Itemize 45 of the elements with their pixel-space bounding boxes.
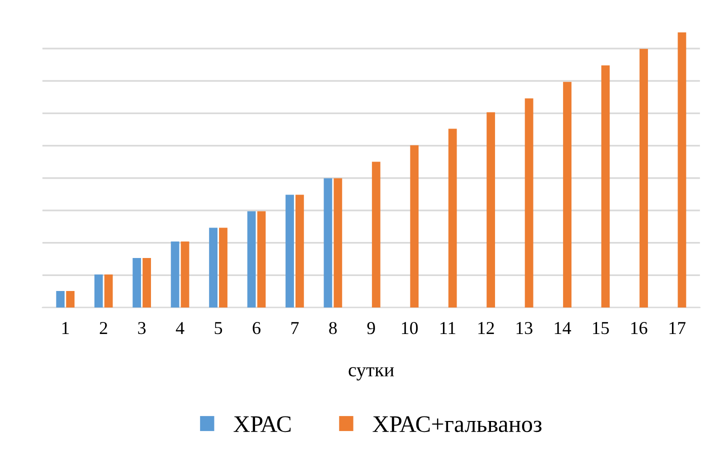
bar bbox=[563, 82, 572, 308]
bar bbox=[286, 194, 294, 308]
x-tick-label: 7 bbox=[291, 322, 299, 334]
bar bbox=[66, 291, 75, 308]
legend-label: ХРАС+гальваноз bbox=[372, 416, 542, 432]
x-tick-label: 13 bbox=[516, 322, 532, 334]
bar bbox=[209, 228, 218, 308]
bar bbox=[247, 211, 256, 308]
x-tick-label: 6 bbox=[252, 322, 260, 334]
bar bbox=[170, 242, 180, 308]
bar bbox=[334, 178, 342, 308]
x-tick-label: 10 bbox=[402, 322, 418, 334]
bar bbox=[372, 162, 380, 308]
bar bbox=[219, 228, 228, 308]
x-axis-title: сутки bbox=[348, 367, 394, 380]
bar bbox=[678, 32, 686, 308]
bar bbox=[486, 112, 496, 308]
bar bbox=[640, 48, 648, 308]
bar bbox=[180, 242, 190, 308]
x-tick-label: 16 bbox=[631, 322, 648, 334]
x-tick-label: 3 bbox=[138, 322, 146, 334]
x-tick-label: 4 bbox=[176, 322, 184, 334]
bar bbox=[142, 258, 151, 308]
x-tick-label: 1 bbox=[62, 322, 69, 334]
x-tick-label: 14 bbox=[554, 322, 572, 334]
legend-label: ХРАС bbox=[234, 416, 291, 432]
bar bbox=[324, 178, 332, 308]
bar bbox=[410, 145, 419, 308]
bar bbox=[295, 194, 304, 308]
bar bbox=[448, 128, 457, 308]
x-tick-label: 5 bbox=[214, 322, 222, 334]
x-tick-label: 17 bbox=[670, 322, 686, 334]
bar bbox=[257, 211, 266, 308]
bar bbox=[56, 291, 65, 308]
bar bbox=[132, 258, 142, 308]
bar bbox=[94, 274, 103, 308]
x-tick-label: 8 bbox=[329, 322, 337, 334]
x-tick-label: 2 bbox=[100, 322, 108, 334]
bar bbox=[524, 98, 534, 308]
bar bbox=[104, 274, 113, 308]
x-tick-label: 9 bbox=[367, 322, 375, 334]
x-tick-label: 11 bbox=[440, 322, 456, 334]
bar bbox=[601, 65, 610, 308]
x-tick-label: 12 bbox=[478, 322, 494, 334]
x-tick-label: 15 bbox=[593, 322, 609, 334]
